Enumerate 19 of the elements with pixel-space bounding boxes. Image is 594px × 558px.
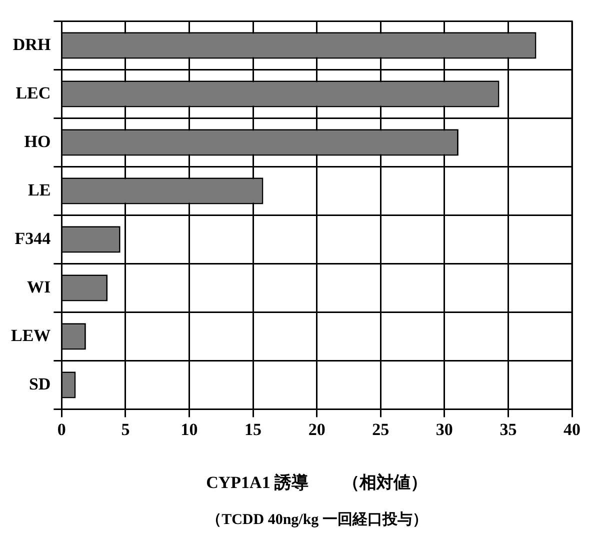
y-tick-label: WI bbox=[27, 277, 52, 296]
x-tick-label: 35 bbox=[500, 420, 517, 439]
text: （TCDD 40ng/kg 一回経口投与） bbox=[206, 510, 428, 529]
x-tick-label: 30 bbox=[436, 420, 453, 439]
y-tick-label: DRH bbox=[12, 34, 51, 54]
y-tick-label: F344 bbox=[14, 228, 52, 248]
x-tick-label: 40 bbox=[564, 420, 580, 439]
y-tick-label: LE bbox=[28, 180, 51, 200]
x-axis-title: CYP1A1 誘導 （相対値） bbox=[206, 473, 428, 492]
x-tick-label: 15 bbox=[244, 420, 262, 439]
y-tick-label: LEW bbox=[10, 326, 51, 345]
x-tick-label: 20 bbox=[308, 420, 326, 439]
x-tick-label: 25 bbox=[372, 420, 390, 439]
x-tick-label: 0 bbox=[57, 420, 66, 439]
x-tick-label: 5 bbox=[121, 420, 130, 439]
y-tick-label: LEC bbox=[16, 83, 51, 102]
y-tick-label: SD bbox=[28, 374, 51, 394]
x-tick-label: 10 bbox=[180, 420, 198, 439]
y-tick-label: HO bbox=[24, 132, 51, 151]
